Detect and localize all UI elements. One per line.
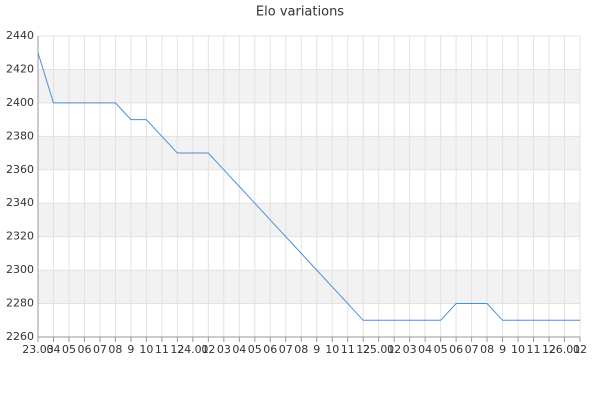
- x-tick-label: 9: [127, 343, 134, 356]
- x-tick-label: 04: [418, 343, 432, 356]
- x-tick-label: 25.01: [363, 343, 395, 356]
- grid-band: [38, 69, 580, 103]
- x-tick-label: 06: [263, 343, 277, 356]
- x-tick-label: 05: [248, 343, 262, 356]
- x-tick-label: 06: [77, 343, 91, 356]
- y-tick-label: 2400: [6, 96, 34, 109]
- y-tick-label: 2360: [6, 163, 34, 176]
- x-tick-label: 07: [279, 343, 293, 356]
- x-tick-label: 03: [403, 343, 417, 356]
- x-tick-label: 9: [499, 343, 506, 356]
- x-tick-label: 11: [527, 343, 541, 356]
- x-tick-label: 10: [139, 343, 153, 356]
- x-tick-label: 08: [480, 343, 494, 356]
- x-tick-label: 02: [387, 343, 401, 356]
- data-line: [37, 52, 580, 321]
- x-tick-label: 11: [155, 343, 169, 356]
- x-tick-label: 08: [108, 343, 122, 356]
- x-tick-label: 07: [465, 343, 479, 356]
- y-tick-label: 2320: [6, 230, 34, 243]
- x-tick-label: 24.01: [177, 343, 209, 356]
- y-tick-label: 2280: [6, 297, 34, 310]
- x-tick-label: 12: [170, 343, 184, 356]
- x-tick-label: 07: [93, 343, 107, 356]
- x-tick-label: 04: [46, 343, 60, 356]
- y-tick-label: 2340: [6, 196, 34, 209]
- x-tick-label: 23.03: [22, 343, 54, 356]
- grid-band: [38, 270, 580, 304]
- x-tick-label: 05: [434, 343, 448, 356]
- x-tick-label: 9: [313, 343, 320, 356]
- chart-title: Elo variations: [256, 5, 344, 20]
- x-tick-label: 11: [341, 343, 355, 356]
- grid-band: [38, 136, 580, 170]
- y-tick-label: 2420: [6, 62, 34, 75]
- x-tick-label: 26.01: [549, 343, 581, 356]
- x-tick-label: 05: [62, 343, 76, 356]
- y-tick-label: 2260: [6, 330, 34, 343]
- x-tick-label: 03: [217, 343, 231, 356]
- y-tick-label: 2300: [6, 263, 34, 276]
- x-tick-label: 02: [201, 343, 215, 356]
- x-tick-label: 12: [542, 343, 556, 356]
- x-tick-label: 04: [232, 343, 246, 356]
- x-tick-label: 10: [325, 343, 339, 356]
- x-tick-label: 06: [449, 343, 463, 356]
- grid-band: [38, 203, 580, 237]
- y-tick-label: 2380: [6, 129, 34, 142]
- x-tick-label: 10: [511, 343, 525, 356]
- x-tick-label: 02: [573, 343, 587, 356]
- y-tick-label: 2440: [6, 29, 34, 42]
- x-tick-label: 08: [294, 343, 308, 356]
- x-tick-label: 12: [356, 343, 370, 356]
